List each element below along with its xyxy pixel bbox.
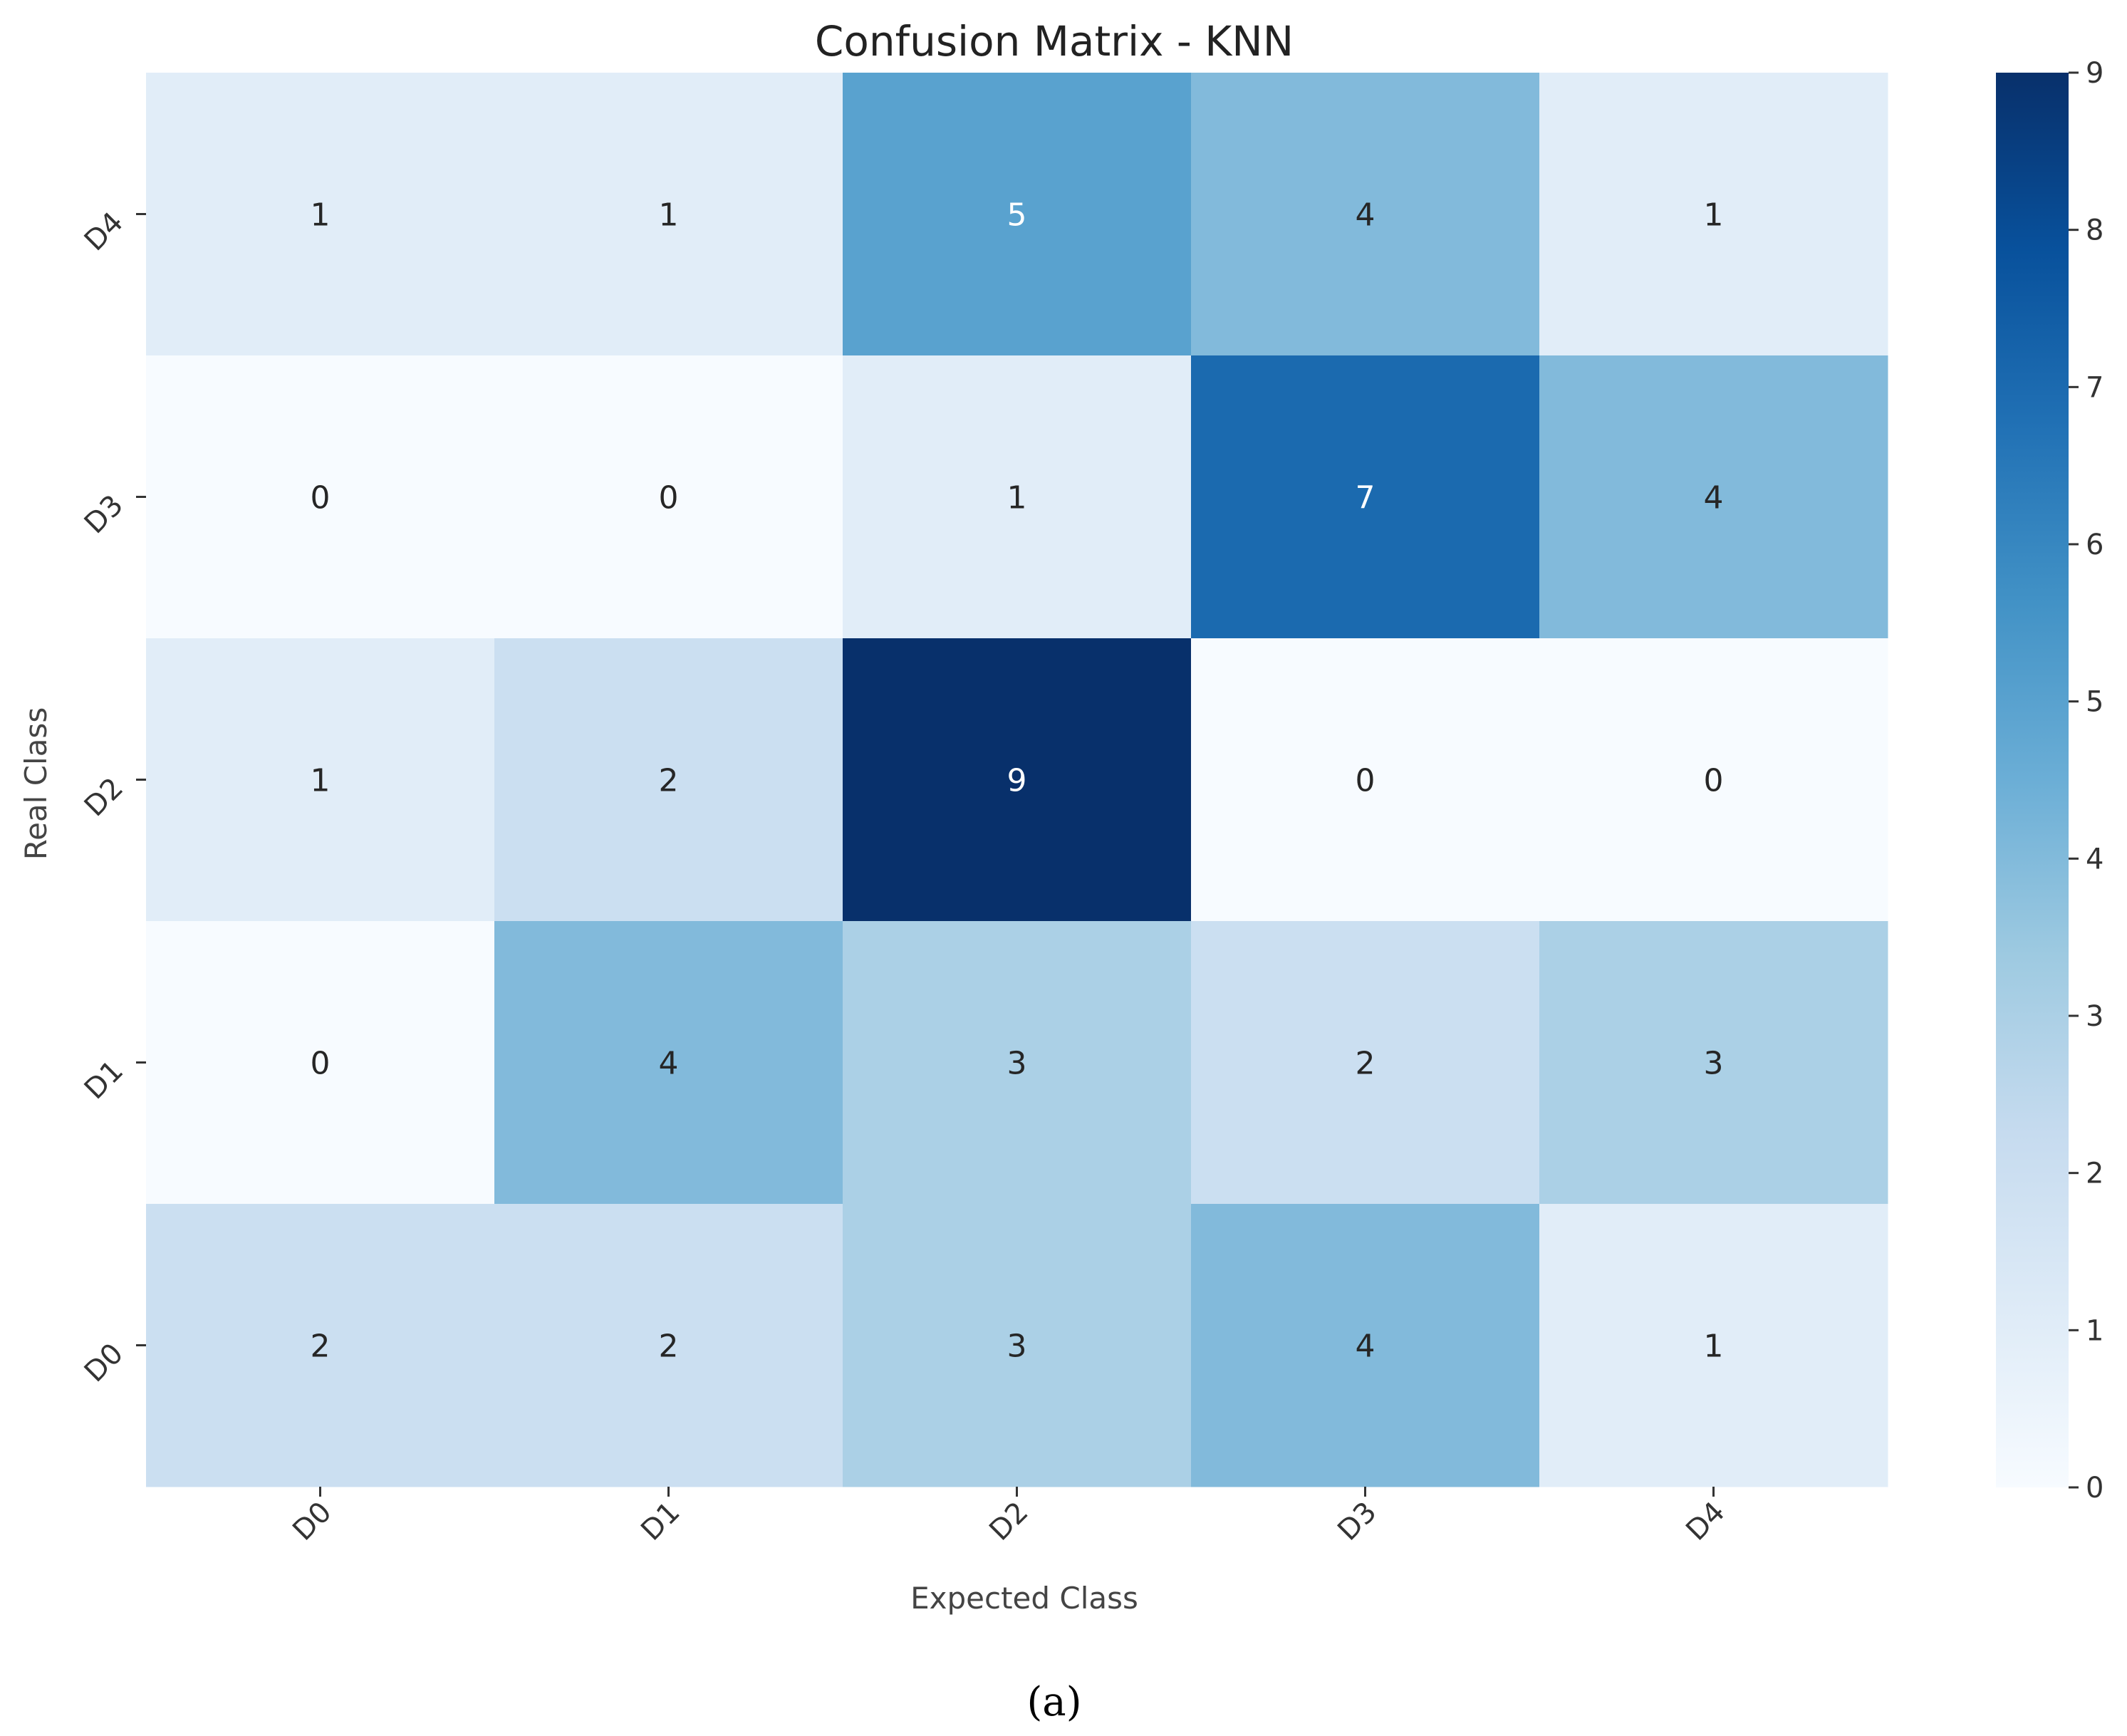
cell-D2-D2 (843, 638, 1192, 922)
cell-D4-D0 (146, 73, 495, 356)
y-tick-label-D3: D3 (78, 489, 130, 540)
cell-value-D0-D3: 4 (1356, 1329, 1375, 1365)
cell-value-D4-D3: 4 (1356, 197, 1375, 234)
cell-value-D4-D4: 1 (1704, 197, 1724, 234)
cell-value-D3-D3: 7 (1356, 480, 1375, 516)
cell-D4-D3 (1191, 73, 1540, 356)
colorbar-gradient (1996, 73, 2069, 1487)
colorbar-tick-label-5: 5 (2086, 686, 2103, 719)
cell-value-D0-D1: 2 (659, 1329, 679, 1365)
y-tick-label-D4: D4 (78, 206, 130, 257)
cell-value-D0-D2: 3 (1007, 1329, 1027, 1365)
cell-D2-D1 (494, 638, 843, 922)
cell-value-D1-D2: 3 (1007, 1046, 1027, 1082)
heatmap-cells: 1 1 5 4 1 0 0 1 7 4 1 2 9 0 0 0 4 3 2 3 2 2 3 4 1 (146, 73, 1888, 1487)
colorbar-tick-label-9: 9 (2086, 57, 2103, 90)
y-tick-label-D0: D0 (78, 1337, 130, 1388)
cell-D0-D2 (843, 1204, 1192, 1487)
figure-caption: (a) (1026, 1679, 1081, 1725)
colorbar-tick-label-1: 1 (2086, 1314, 2103, 1347)
cell-value-D2-D4: 0 (1704, 763, 1724, 799)
cell-D3-D3 (1191, 355, 1540, 639)
cell-D3-D0 (146, 355, 495, 639)
y-tick-label-D1: D1 (78, 1054, 130, 1106)
cell-D4-D4 (1539, 73, 1888, 356)
cell-value-D0-D0: 2 (311, 1329, 331, 1365)
x-tick-label-D2: D2 (983, 1496, 1034, 1547)
x-tick-label-D3: D3 (1331, 1496, 1383, 1547)
cell-value-D3-D1: 0 (659, 480, 679, 516)
cell-D1-D3 (1191, 921, 1540, 1205)
colorbar-tick-label-4: 4 (2086, 843, 2103, 875)
cell-value-D3-D0: 0 (311, 480, 331, 516)
cell-D1-D1 (494, 921, 843, 1205)
cell-value-D1-D3: 2 (1356, 1046, 1375, 1082)
colorbar-tick-label-7: 7 (2086, 371, 2103, 404)
cell-D4-D2 (843, 73, 1192, 356)
cell-value-D0-D4: 1 (1704, 1329, 1724, 1365)
colorbar-tick-label-0: 0 (2086, 1472, 2103, 1504)
colorbar: 0 1 2 3 4 5 6 7 8 9 (1996, 57, 2103, 1504)
cell-D3-D4 (1539, 355, 1888, 639)
cell-D3-D1 (494, 355, 843, 639)
cell-D1-D2 (843, 921, 1192, 1205)
cell-D0-D3 (1191, 1204, 1540, 1487)
colorbar-tick-label-6: 6 (2086, 529, 2103, 561)
cell-value-D2-D2: 9 (1007, 763, 1027, 799)
cell-D2-D0 (146, 638, 495, 922)
colorbar-tick-label-2: 2 (2086, 1158, 2103, 1190)
cell-D1-D0 (146, 921, 495, 1205)
x-axis-label: Expected Class (910, 1581, 1138, 1616)
cell-value-D4-D2: 5 (1007, 197, 1027, 234)
cell-value-D2-D1: 2 (659, 763, 679, 799)
cell-D0-D4 (1539, 1204, 1888, 1487)
y-axis-ticks: D4 D3 D2 D1 D0 (78, 206, 146, 1388)
cell-D0-D1 (494, 1204, 843, 1487)
cell-value-D1-D0: 0 (311, 1046, 331, 1082)
cell-D2-D4 (1539, 638, 1888, 922)
cell-value-D2-D3: 0 (1356, 763, 1375, 799)
cell-D0-D0 (146, 1204, 495, 1487)
x-tick-label-D1: D1 (635, 1496, 686, 1547)
cell-value-D2-D0: 1 (311, 763, 331, 799)
cell-value-D4-D0: 1 (311, 197, 331, 234)
x-tick-label-D4: D4 (1680, 1496, 1731, 1547)
colorbar-tick-label-8: 8 (2086, 214, 2103, 247)
cell-value-D1-D4: 3 (1704, 1046, 1724, 1082)
chart-title: Confusion Matrix - KNN (815, 17, 1294, 66)
cell-value-D3-D4: 4 (1704, 480, 1724, 516)
cell-D3-D2 (843, 355, 1192, 639)
cell-D1-D4 (1539, 921, 1888, 1205)
cell-D4-D1 (494, 73, 843, 356)
cell-D2-D3 (1191, 638, 1540, 922)
cell-value-D3-D2: 1 (1007, 480, 1027, 516)
cell-value-D1-D1: 4 (659, 1046, 679, 1082)
y-tick-label-D2: D2 (78, 771, 130, 823)
colorbar-tick-label-3: 3 (2086, 1000, 2103, 1033)
x-axis-ticks: D0 D1 D2 D3 D4 (286, 1487, 1732, 1547)
cell-value-D4-D1: 1 (659, 197, 679, 234)
x-tick-label-D0: D0 (286, 1496, 338, 1547)
y-axis-label: Real Class (19, 707, 53, 860)
